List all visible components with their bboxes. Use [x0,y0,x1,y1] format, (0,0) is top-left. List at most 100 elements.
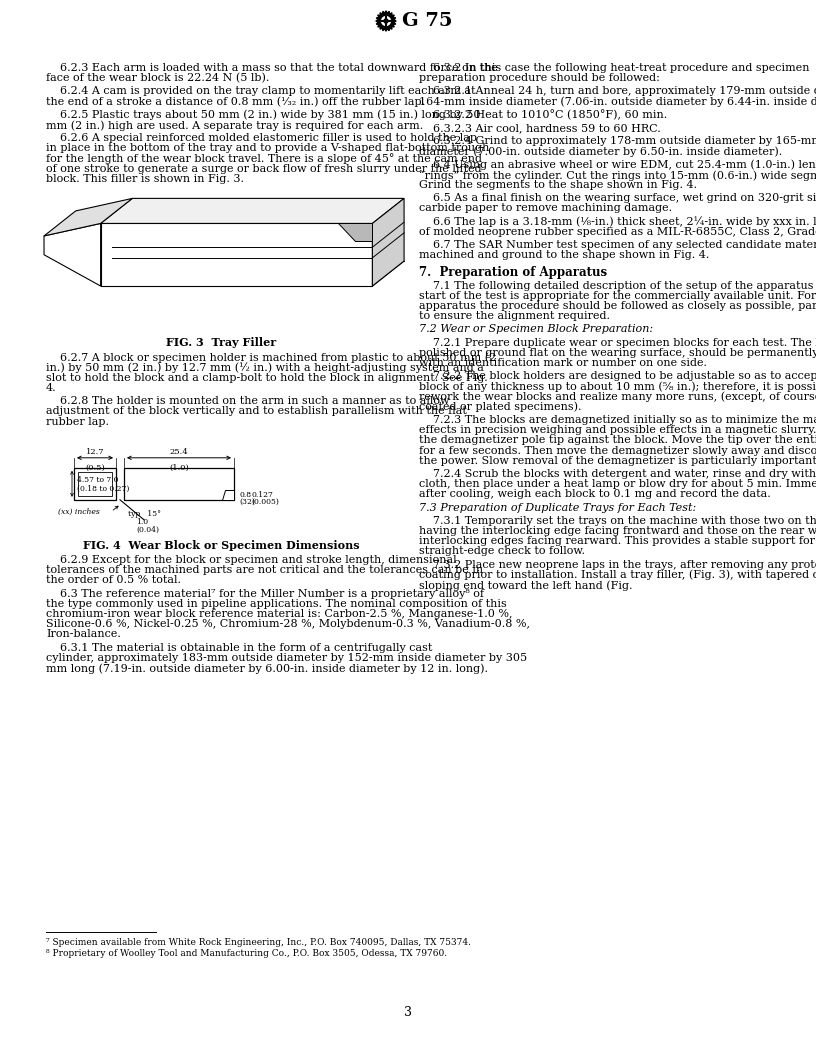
Bar [124,468,234,499]
Text: 6.3.2 In this case the following heat-treat procedure and specimen: 6.3.2 In this case the following heat-tr… [419,63,809,73]
Text: 6.4 Using an abrasive wheel or wire EDM, cut 25.4-mm (1.0-in.) lengths or: 6.4 Using an abrasive wheel or wire EDM,… [419,159,816,170]
Text: 6.3.1 The material is obtainable in the form of a centrifugally cast: 6.3.1 The material is obtainable in the … [46,643,432,653]
Bar [74,468,116,499]
Text: 6.2.5 Plastic trays about 50 mm (2 in.) wide by 381 mm (15 in.) long by 50: 6.2.5 Plastic trays about 50 mm (2 in.) … [46,110,481,120]
Text: apparatus the procedure should be followed as closely as possible, particularly: apparatus the procedure should be follow… [419,301,816,312]
Text: the order of 0.5 % total.: the order of 0.5 % total. [46,576,181,585]
Text: Grind the segments to the shape shown in Fig. 4.: Grind the segments to the shape shown in… [419,180,697,190]
Text: ⁷ Specimen available from White Rock Engineering, Inc., P.O. Box 740095, Dallas,: ⁷ Specimen available from White Rock Eng… [46,938,471,947]
Bar [78,472,112,496]
Text: FIG. 4  Wear Block or Specimen Dimensions: FIG. 4 Wear Block or Specimen Dimensions [83,540,360,551]
Text: 6.7 The SAR Number test specimen of any selected candidate material is: 6.7 The SAR Number test specimen of any … [419,240,816,250]
Text: the type commonly used in pipeline applications. The nominal composition of this: the type commonly used in pipeline appli… [46,599,507,609]
Polygon shape [382,17,390,25]
Text: diameter (7.00-in. outside diameter by 6.50-in. inside diameter).: diameter (7.00-in. outside diameter by 6… [419,147,783,157]
Polygon shape [100,224,372,286]
Text: 6.3.2.4 Grind to approximately 178-mm outside diameter by 165-mm inside: 6.3.2.4 Grind to approximately 178-mm ou… [419,136,816,146]
Text: adjustment of the block vertically and to establish parallelism with the flat: adjustment of the block vertically and t… [46,407,467,416]
Text: G 75: G 75 [402,12,453,30]
Polygon shape [44,199,132,235]
Text: typ   15°: typ 15° [128,510,161,517]
Text: having the interlocking edge facing frontward and those on the rear with the: having the interlocking edge facing fron… [419,526,816,536]
Text: tolerances of the machined parts are not critical and the tolerances can be in: tolerances of the machined parts are not… [46,565,483,576]
Text: Silicone-0.6 %, Nickel-0.25 %, Chromium-28 %, Molybdenum-0.3 %, Vanadium-0.8 %,: Silicone-0.6 %, Nickel-0.25 %, Chromium-… [46,619,530,629]
Text: 164-mm inside diameter (7.06-in. outside diameter by 6.44-in. inside diameter).: 164-mm inside diameter (7.06-in. outside… [419,96,816,107]
Text: slot to hold the block and a clamp-bolt to hold the block in alignment. See Fig.: slot to hold the block and a clamp-bolt … [46,373,488,383]
Text: 7.3.1 Temporarily set the trays on the machine with those two on the front: 7.3.1 Temporarily set the trays on the m… [419,515,816,526]
Text: (0.5): (0.5) [85,464,105,472]
Text: 6.2.9 Except for the block or specimen and stroke length, dimensional: 6.2.9 Except for the block or specimen a… [46,555,457,565]
Text: to ensure the alignment required.: to ensure the alignment required. [419,312,610,321]
Text: (xx) inches: (xx) inches [58,508,100,515]
Text: for a few seconds. Then move the demagnetizer slowly away and disconnect it from: for a few seconds. Then move the demagne… [419,446,816,455]
Text: polished or ground flat on the wearing surface, should be permanently marked: polished or ground flat on the wearing s… [419,347,816,358]
Text: mm (2 in.) high are used. A separate tray is required for each arm.: mm (2 in.) high are used. A separate tra… [46,120,424,131]
Text: (0.005): (0.005) [251,497,279,506]
Text: the demagnetizer pole tip against the block. Move the tip over the entire block: the demagnetizer pole tip against the bl… [419,435,816,446]
Text: 12.7: 12.7 [86,448,104,456]
Polygon shape [339,224,372,241]
Text: preparation procedure should be followed:: preparation procedure should be followed… [419,73,660,83]
Text: 6.3.2.3 Air cool, hardness 59 to 60 HRC.: 6.3.2.3 Air cool, hardness 59 to 60 HRC. [419,122,661,133]
Text: machined and ground to the shape shown in Fig. 4.: machined and ground to the shape shown i… [419,250,709,260]
Text: mm long (7.19-in. outside diameter by 6.00-in. inside diameter by 12 in. long).: mm long (7.19-in. outside diameter by 6.… [46,663,488,674]
Text: 25.4: 25.4 [170,448,188,456]
Text: FIG. 3  Tray Filler: FIG. 3 Tray Filler [166,337,277,348]
Text: 7.3 Preparation of Duplicate Trays for Each Test:: 7.3 Preparation of Duplicate Trays for E… [419,503,696,512]
Polygon shape [372,199,404,286]
Text: straight-edge check to follow.: straight-edge check to follow. [419,546,585,557]
Text: rubber lap.: rubber lap. [46,417,109,427]
Polygon shape [222,490,234,499]
Text: of one stroke to generate a surge or back flow of fresh slurry under the lifted: of one stroke to generate a surge or bac… [46,164,481,174]
Text: 7.2 Wear or Specimen Block Preparation:: 7.2 Wear or Specimen Block Preparation: [419,324,653,335]
Text: (32): (32) [239,497,255,506]
Polygon shape [100,261,404,286]
Text: 6.2.4 A cam is provided on the tray clamp to momentarily lift each arm at: 6.2.4 A cam is provided on the tray clam… [46,87,476,96]
Text: start of the test is appropriate for the commercially available unit. For other: start of the test is appropriate for the… [419,290,816,301]
Text: (1.0): (1.0) [169,464,188,472]
Text: cloth, then place under a heat lamp or blow dry for about 5 min. Immediately: cloth, then place under a heat lamp or b… [419,479,816,489]
Polygon shape [384,19,388,23]
Text: interlocking edges facing rearward. This provides a stable support for the: interlocking edges facing rearward. This… [419,536,816,546]
Text: ⁸ Proprietary of Woolley Tool and Manufacturing Co., P.O. Box 3505, Odessa, TX 7: ⁸ Proprietary of Woolley Tool and Manufa… [46,949,447,958]
Text: 7.2.3 The blocks are demagnetized initially so as to minimize the magnetic: 7.2.3 The blocks are demagnetized initia… [419,415,816,425]
Text: 6.2.6 A special reinforced molded elastomeric filler is used to hold the lap: 6.2.6 A special reinforced molded elasto… [46,133,477,144]
Polygon shape [376,11,397,32]
Polygon shape [44,224,100,286]
Text: of molded neoprene rubber specified as a MIL-R-6855C, Class 2, Grade 80.: of molded neoprene rubber specified as a… [419,227,816,237]
Text: 6.3.2.2 Heat to 1010°C (1850°F), 60 min.: 6.3.2.2 Heat to 1010°C (1850°F), 60 min. [419,110,667,120]
Text: “rings” from the cylinder. Cut the rings into 15-mm (0.6-in.) wide segments.: “rings” from the cylinder. Cut the rings… [419,170,816,181]
Text: face of the wear block is 22.24 N (5 lb).: face of the wear block is 22.24 N (5 lb)… [46,73,269,83]
Text: 0.127: 0.127 [251,491,273,498]
Text: (0.18 to 0.27): (0.18 to 0.27) [77,485,130,493]
Text: coated or plated specimens).: coated or plated specimens). [419,401,582,412]
Text: 1.0: 1.0 [136,517,149,526]
Text: 7.  Preparation of Apparatus: 7. Preparation of Apparatus [419,266,607,280]
Text: rework the wear blocks and realize many more runs, (except, of course, for: rework the wear blocks and realize many … [419,392,816,402]
Text: 7.2.4 Scrub the blocks with detergent and water, rinse and dry with a clean: 7.2.4 Scrub the blocks with detergent an… [419,469,816,479]
Text: with an identification mark or number on one side.: with an identification mark or number on… [419,358,707,367]
Text: for the length of the wear block travel. There is a slope of 45° at the cam end: for the length of the wear block travel.… [46,153,482,165]
Text: 6.2.3 Each arm is loaded with a mass so that the total downward force on the: 6.2.3 Each arm is loaded with a mass so … [46,63,498,73]
Text: 7.2.2 The block holders are designed to be adjustable so as to accept a: 7.2.2 The block holders are designed to … [419,372,816,381]
Text: block. This filler is shown in Fig. 3.: block. This filler is shown in Fig. 3. [46,174,244,184]
Text: 4.57 to 7.0: 4.57 to 7.0 [77,476,118,484]
Text: Iron-balance.: Iron-balance. [46,629,121,639]
Text: block of any thickness up to about 10 mm (⁵⁄₈ in.); therefore, it is possible to: block of any thickness up to about 10 mm… [419,381,816,392]
Text: 6.6 The lap is a 3.18-mm (⅛-in.) thick sheet, 2¼-in. wide by xxx in. long.: 6.6 The lap is a 3.18-mm (⅛-in.) thick s… [419,216,816,227]
Text: (0.04): (0.04) [136,526,159,533]
Text: carbide paper to remove machining damage.: carbide paper to remove machining damage… [419,204,672,213]
Text: 0.8: 0.8 [239,491,251,498]
Text: cylinder, approximately 183-mm outside diameter by 152-mm inside diameter by 305: cylinder, approximately 183-mm outside d… [46,653,527,663]
Text: after cooling, weigh each block to 0.1 mg and record the data.: after cooling, weigh each block to 0.1 m… [419,489,771,499]
Text: 3: 3 [404,1005,412,1018]
Text: 7.3.2 Place new neoprene laps in the trays, after removing any protective: 7.3.2 Place new neoprene laps in the tra… [419,560,816,569]
Text: 4.: 4. [46,383,56,393]
Text: 7.1 The following detailed description of the setup of the apparatus for the: 7.1 The following detailed description o… [419,281,816,290]
Text: effects in precision weighing and possible effects in a magnetic slurry. Place: effects in precision weighing and possib… [419,426,816,435]
Text: 6.3 The reference material⁷ for the Miller Number is a proprietary alloy⁸ of: 6.3 The reference material⁷ for the Mill… [46,588,484,599]
Text: the power. Slow removal of the demagnetizer is particularly important.: the power. Slow removal of the demagneti… [419,456,816,466]
Text: 7.2.1 Prepare duplicate wear or specimen blocks for each test. The blocks,: 7.2.1 Prepare duplicate wear or specimen… [419,338,816,347]
Text: 6.2.7 A block or specimen holder is machined from plastic to about 50 mm (2: 6.2.7 A block or specimen holder is mach… [46,353,496,363]
Text: 6.2.8 The holder is mounted on the arm in such a manner as to allow: 6.2.8 The holder is mounted on the arm i… [46,396,450,407]
